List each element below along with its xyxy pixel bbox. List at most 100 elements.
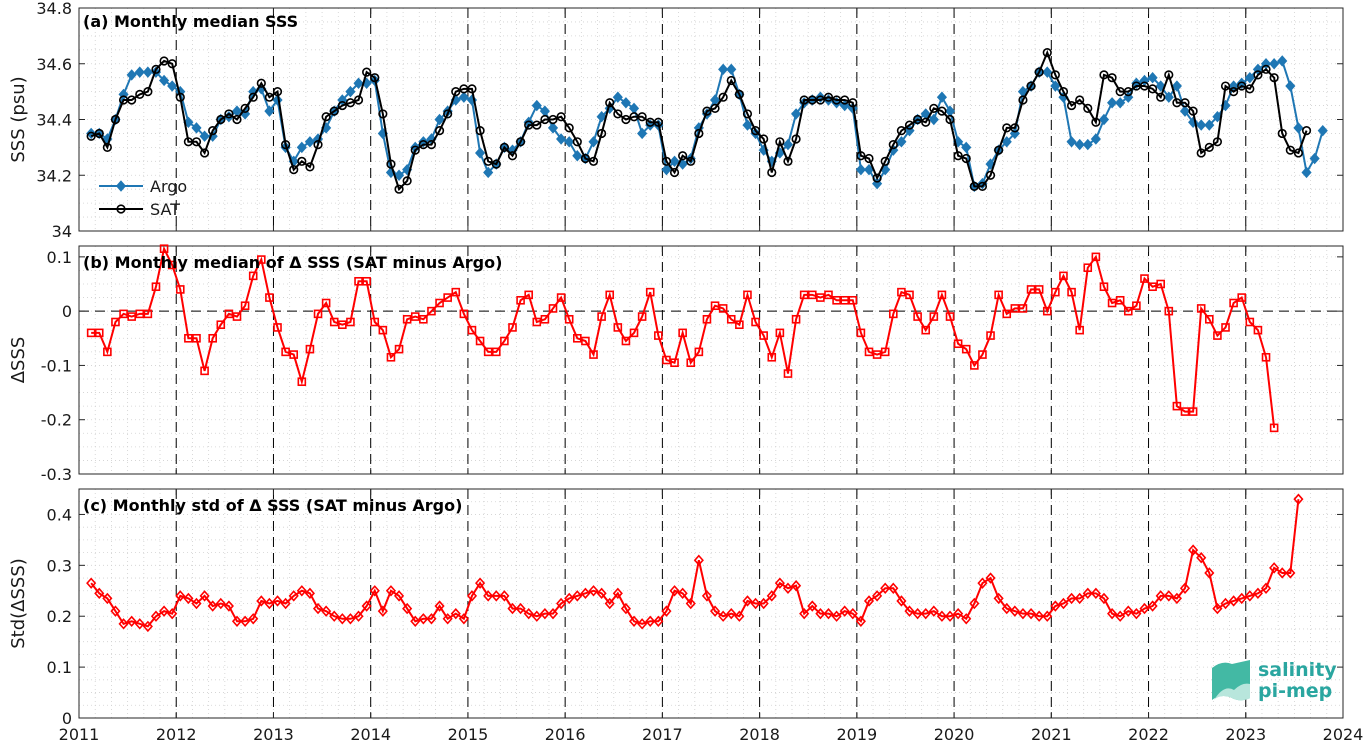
series-line — [90, 49, 1308, 192]
data-point — [313, 309, 323, 319]
data-point — [370, 73, 380, 83]
data-point — [1293, 148, 1304, 158]
data-point — [937, 106, 947, 116]
legend-label: Argo — [150, 177, 187, 196]
data-point — [1285, 567, 1296, 579]
data-point — [977, 181, 988, 191]
data-point — [1213, 331, 1222, 340]
data-point — [305, 162, 315, 172]
data-point — [491, 590, 502, 602]
data-point — [904, 605, 915, 617]
data-point — [548, 304, 558, 313]
data-point — [337, 100, 347, 111]
y-tick-label: 0.1 — [47, 658, 72, 677]
data-point — [1075, 95, 1085, 105]
data-point — [191, 597, 202, 610]
data-point — [1244, 71, 1255, 84]
data-point — [589, 350, 598, 359]
x-tick-label: 2012 — [156, 725, 197, 744]
data-point — [831, 97, 842, 109]
data-point — [645, 287, 655, 297]
data-point — [264, 597, 275, 610]
data-point — [1042, 47, 1052, 58]
data-point — [1269, 73, 1279, 83]
data-point — [1058, 87, 1069, 97]
data-point — [1131, 607, 1142, 620]
data-point — [791, 108, 802, 120]
series-delta-sss — [86, 244, 1279, 433]
data-point — [175, 590, 186, 602]
data-point — [823, 92, 834, 102]
data-point — [1172, 401, 1182, 411]
data-point — [1123, 306, 1133, 316]
data-point — [848, 98, 858, 108]
data-point — [167, 260, 177, 270]
data-point — [281, 347, 290, 357]
data-point — [94, 587, 105, 600]
data-point — [345, 85, 356, 98]
data-point — [1098, 113, 1110, 126]
data-point — [1042, 610, 1053, 622]
data-point — [184, 333, 193, 343]
data-point — [532, 317, 542, 327]
data-point — [929, 312, 939, 321]
data-point — [750, 597, 761, 610]
data-point — [1301, 166, 1312, 179]
data-point — [451, 87, 461, 97]
data-point — [970, 361, 979, 370]
data-point — [694, 128, 704, 139]
data-point — [662, 355, 671, 365]
data-point — [135, 309, 145, 319]
data-point — [1107, 607, 1118, 620]
data-point — [1229, 87, 1239, 97]
data-point — [702, 314, 712, 324]
salinity-pi-mep-logo: salinity pi-mep — [1212, 659, 1337, 702]
data-point — [937, 290, 947, 300]
data-point — [94, 328, 104, 338]
data-point — [994, 290, 1003, 300]
data-point — [742, 595, 753, 607]
data-point — [718, 610, 729, 622]
data-point — [686, 358, 696, 368]
data-point — [200, 366, 209, 376]
data-point — [775, 137, 785, 147]
data-point — [1171, 80, 1182, 92]
data-point — [969, 597, 980, 610]
y-tick-label: 34.2 — [36, 166, 72, 185]
data-point — [378, 109, 388, 119]
data-point — [985, 572, 996, 584]
data-point — [297, 156, 307, 166]
data-point — [782, 582, 794, 594]
data-point — [1050, 600, 1061, 612]
data-point — [734, 89, 744, 100]
data-point — [199, 590, 210, 602]
data-point — [516, 295, 525, 305]
data-point — [620, 602, 631, 615]
data-point — [499, 142, 509, 152]
data-point — [816, 293, 825, 302]
series-line — [90, 499, 1300, 628]
data-point — [913, 312, 922, 321]
data-point — [1155, 590, 1166, 602]
data-point — [110, 605, 121, 617]
series-argo — [86, 55, 1328, 193]
data-point — [475, 126, 485, 136]
data-point — [354, 276, 363, 286]
data-point — [799, 607, 810, 620]
data-point — [1212, 137, 1223, 147]
data-point — [272, 87, 283, 97]
data-point — [305, 344, 315, 354]
data-point — [840, 95, 850, 105]
data-point — [596, 111, 607, 123]
data-point — [1188, 544, 1199, 556]
data-point — [257, 255, 266, 264]
data-point — [483, 347, 493, 357]
data-point — [880, 347, 890, 357]
data-point — [386, 159, 396, 169]
axes-box — [78, 488, 1344, 719]
data-point — [1285, 80, 1296, 92]
data-point — [572, 590, 583, 602]
data-point — [661, 163, 672, 176]
data-point — [1237, 81, 1247, 91]
data-point — [126, 615, 137, 628]
